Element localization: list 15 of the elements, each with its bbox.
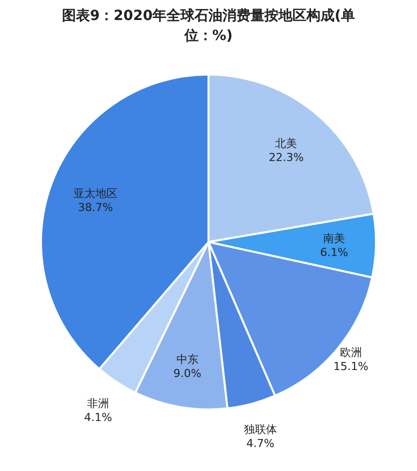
slice-label: 中东 xyxy=(176,352,198,366)
slice-label: 欧洲 xyxy=(340,346,362,359)
slice-label: 非洲 xyxy=(87,396,110,410)
slice-label: 独联体 xyxy=(244,423,277,436)
data-label: 4.1% xyxy=(84,410,112,424)
slice-label: 南美 xyxy=(323,232,346,245)
slice-label: 北美 xyxy=(275,136,298,150)
data-label: 22.3% xyxy=(268,150,304,164)
data-label: 6.1% xyxy=(320,246,348,259)
data-label: 9.0% xyxy=(173,366,202,380)
slice-label: 亚太地区 xyxy=(73,187,118,200)
chart-title: 图表9：2020年全球石油消费量按地区构成(单位：%) xyxy=(60,7,356,46)
data-label: 4.7% xyxy=(246,437,274,450)
data-label: 38.7% xyxy=(78,201,113,214)
data-label: 15.1% xyxy=(333,360,368,373)
